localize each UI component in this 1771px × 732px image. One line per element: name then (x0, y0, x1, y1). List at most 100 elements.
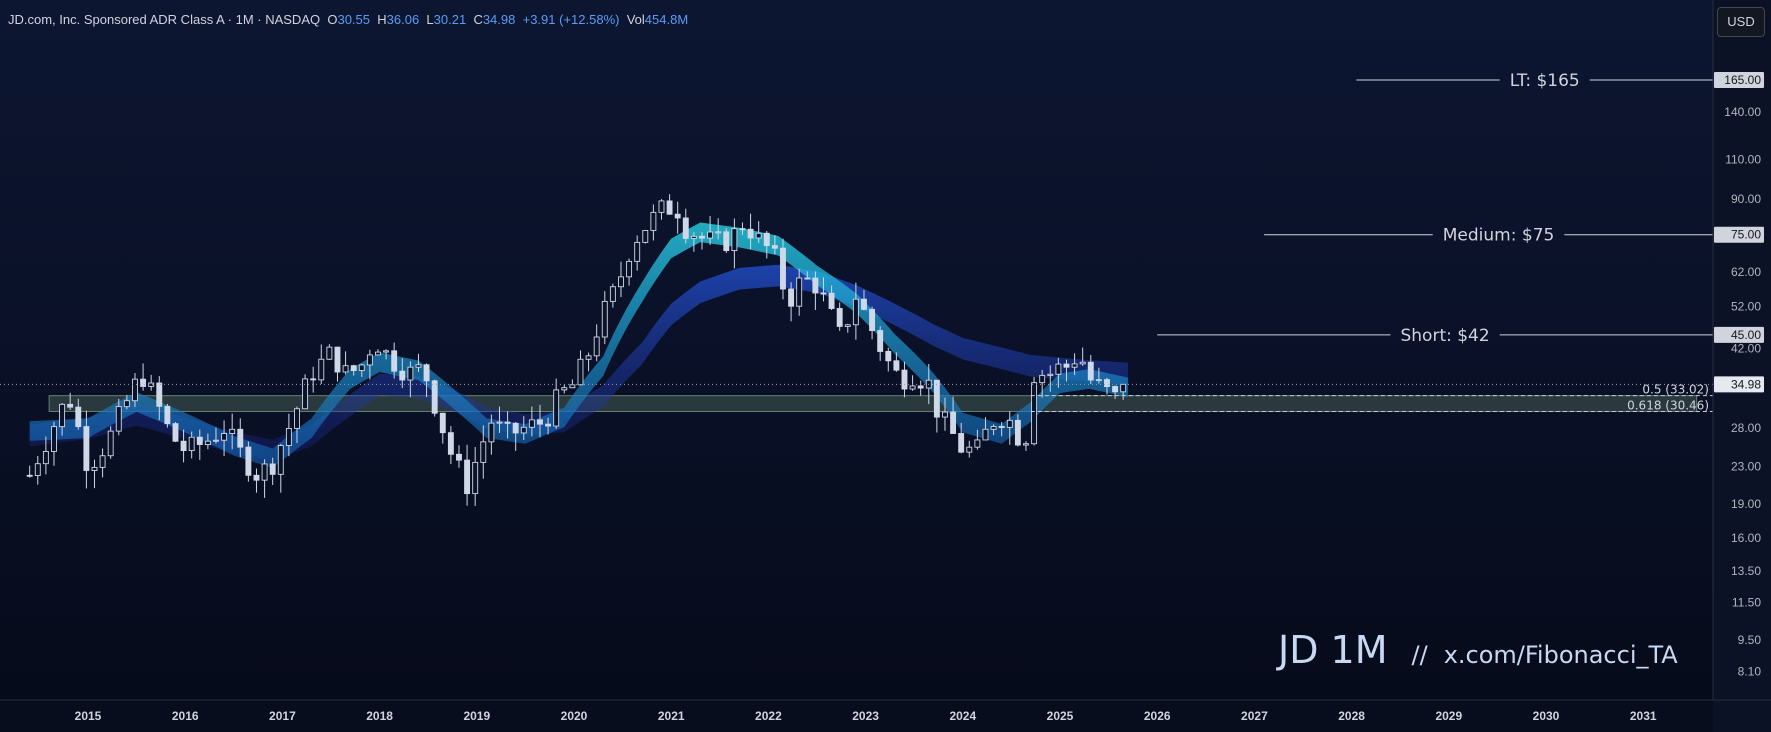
candle-body (342, 365, 349, 373)
candle-body (950, 411, 957, 434)
year-tick-label: 2021 (658, 709, 685, 723)
year-tick-label: 2018 (366, 709, 393, 723)
high-value: 36.06 (386, 12, 420, 27)
candle-body (464, 459, 471, 495)
ema-slow-band (29, 264, 1129, 462)
candle-body (1079, 361, 1086, 365)
watermark-symbol: JD 1M (1278, 628, 1388, 672)
candle-body (609, 286, 616, 302)
candle-body (626, 260, 633, 278)
candle-body (974, 439, 981, 448)
candle-body (213, 439, 219, 442)
candle-body (739, 228, 746, 231)
year-tick-label: 2030 (1533, 709, 1560, 723)
candle-body (504, 421, 511, 424)
candle-body (334, 346, 341, 373)
price-tick-label: 140.00 (1724, 105, 1761, 119)
candle-body (431, 380, 438, 414)
currency-button[interactable]: USD (1717, 7, 1765, 37)
candle-body (172, 423, 179, 442)
candle-body (156, 382, 163, 407)
time-axis[interactable] (0, 700, 1713, 732)
candle-body (512, 422, 519, 434)
candle-body (796, 277, 803, 307)
price-tick-label: 42.00 (1731, 341, 1761, 355)
candle-body (917, 385, 924, 389)
price-tick-label: 8.10 (1738, 664, 1762, 678)
candle-body (877, 330, 884, 352)
candle-body (51, 426, 57, 452)
candle-body (998, 426, 1005, 428)
candle-body (804, 277, 811, 280)
candle-body (569, 384, 576, 389)
candle-body (690, 235, 697, 239)
candle-body (723, 231, 730, 252)
candle-body (674, 213, 681, 219)
candle-body (861, 298, 867, 310)
fib-level-label: 0.5 (33.02) (1642, 383, 1709, 397)
candle-body (1031, 382, 1038, 445)
candle-body (1112, 386, 1119, 393)
price-tick-label: 52.00 (1731, 300, 1761, 314)
volume-label: Vol (626, 12, 645, 27)
candle-body (188, 436, 195, 452)
candle-body (869, 308, 876, 331)
year-tick-label: 2024 (949, 709, 976, 723)
candle-body (618, 276, 624, 288)
candle-body (229, 428, 236, 434)
symbol-title[interactable]: JD.com, Inc. Sponsored ADR Class A · 1M … (8, 12, 321, 27)
candle-body (520, 426, 527, 434)
candle-body (375, 351, 381, 356)
candle-body (966, 446, 973, 453)
candle-body (140, 378, 147, 387)
price-tick-label: 11.50 (1732, 596, 1761, 610)
candle-body (423, 364, 430, 382)
candle-body (885, 351, 892, 362)
candle-body (67, 403, 74, 408)
symbol-header: JD.com, Inc. Sponsored ADR Class A · 1M … (8, 12, 688, 27)
candle-body (901, 369, 908, 390)
target-label: Short: $42 (1400, 326, 1489, 346)
candle-body (545, 423, 552, 427)
candle-body (642, 230, 649, 243)
candle-body (666, 200, 673, 215)
candle-body (1071, 363, 1078, 368)
candle-body (844, 324, 851, 327)
year-tick-label: 2027 (1241, 709, 1268, 723)
open-label: O (327, 12, 338, 27)
price-tick-label: 23.00 (1731, 460, 1761, 474)
candle-body (780, 247, 786, 290)
candle-body (1120, 383, 1127, 393)
year-tick-label: 2023 (852, 709, 879, 723)
low-label: L (426, 12, 434, 27)
candle-body (310, 378, 317, 381)
candle-body (99, 455, 106, 468)
candle-body (893, 360, 900, 371)
year-tick-label: 2022 (755, 709, 782, 723)
candle-body (990, 426, 997, 430)
watermark-handle: x.com/Fibonacci_TA (1443, 641, 1678, 669)
target-label: Medium: $75 (1443, 226, 1555, 246)
candle-body (302, 378, 309, 410)
candle-body (318, 358, 325, 381)
candle-body (763, 232, 770, 247)
watermark: JD 1M // x.com/Fibonacci_TA (1278, 628, 1678, 672)
candle-body (407, 366, 414, 381)
candle-body (601, 300, 608, 338)
candle-body (836, 308, 843, 327)
year-tick-label: 2031 (1630, 709, 1657, 723)
candle-body (59, 403, 66, 428)
candle-body (1039, 374, 1046, 384)
price-badge (1714, 72, 1764, 88)
price-axis[interactable] (1713, 0, 1771, 732)
candle-body (196, 436, 203, 445)
close-value: 34.98 (482, 12, 516, 27)
candle-body (107, 430, 114, 457)
candle-body (180, 440, 187, 452)
year-tick-label: 2026 (1144, 709, 1171, 723)
candle-body (42, 451, 49, 465)
price-tick-label: 19.00 (1731, 497, 1761, 511)
candle-body (909, 385, 916, 390)
candle-body (731, 228, 738, 252)
